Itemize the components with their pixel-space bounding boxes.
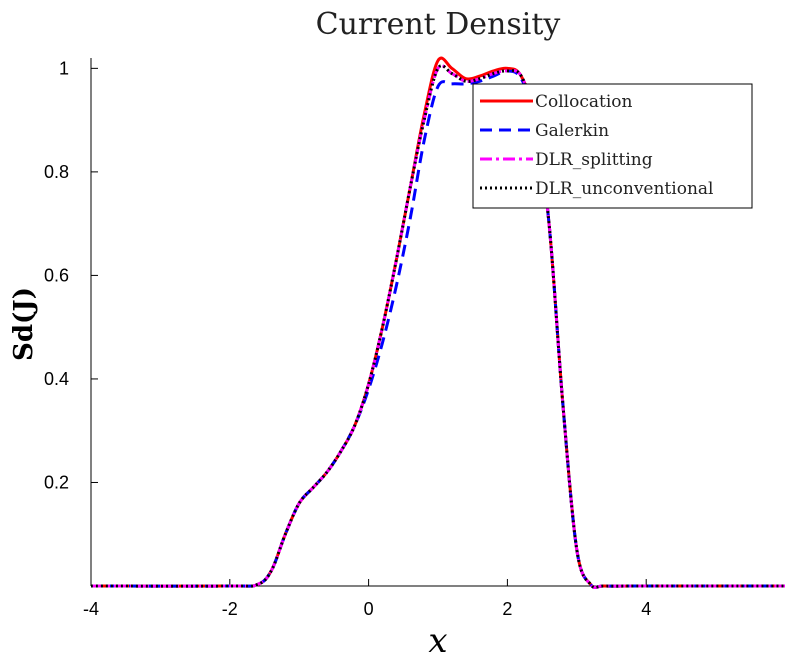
- chart-title: Current Density: [316, 7, 561, 42]
- legend-box: [472, 83, 753, 209]
- x-tick-label: 0: [364, 599, 374, 619]
- x-tick-label: -2: [222, 599, 238, 619]
- y-tick-label: 0.2: [44, 472, 69, 492]
- y-tick-label: 0.4: [44, 369, 69, 389]
- y-tick-label: 1: [59, 58, 69, 78]
- x-tick-label: 2: [502, 599, 512, 619]
- y-axis-label: Sd(J): [9, 287, 39, 361]
- plot-area: -4 -2 0 2 4 0.2 0.4 0.6 0.8 1: [44, 56, 785, 619]
- legend-label: DLR_unconventional: [535, 179, 713, 199]
- series-line-dlr-splitting: [90, 64, 785, 590]
- legend: Collocation Galerkin DLR_splitting DLR_unco…: [472, 83, 753, 209]
- x-axis-label: x: [428, 621, 447, 661]
- y-tick-label: 0.8: [44, 162, 69, 182]
- x-tick-label: -4: [83, 599, 99, 619]
- x-tick-label: 4: [641, 599, 651, 619]
- legend-label: DLR_splitting: [535, 150, 653, 170]
- y-tick-label: 0.6: [44, 265, 69, 285]
- legend-label: Galerkin: [535, 121, 609, 141]
- legend-label: Collocation: [535, 92, 633, 112]
